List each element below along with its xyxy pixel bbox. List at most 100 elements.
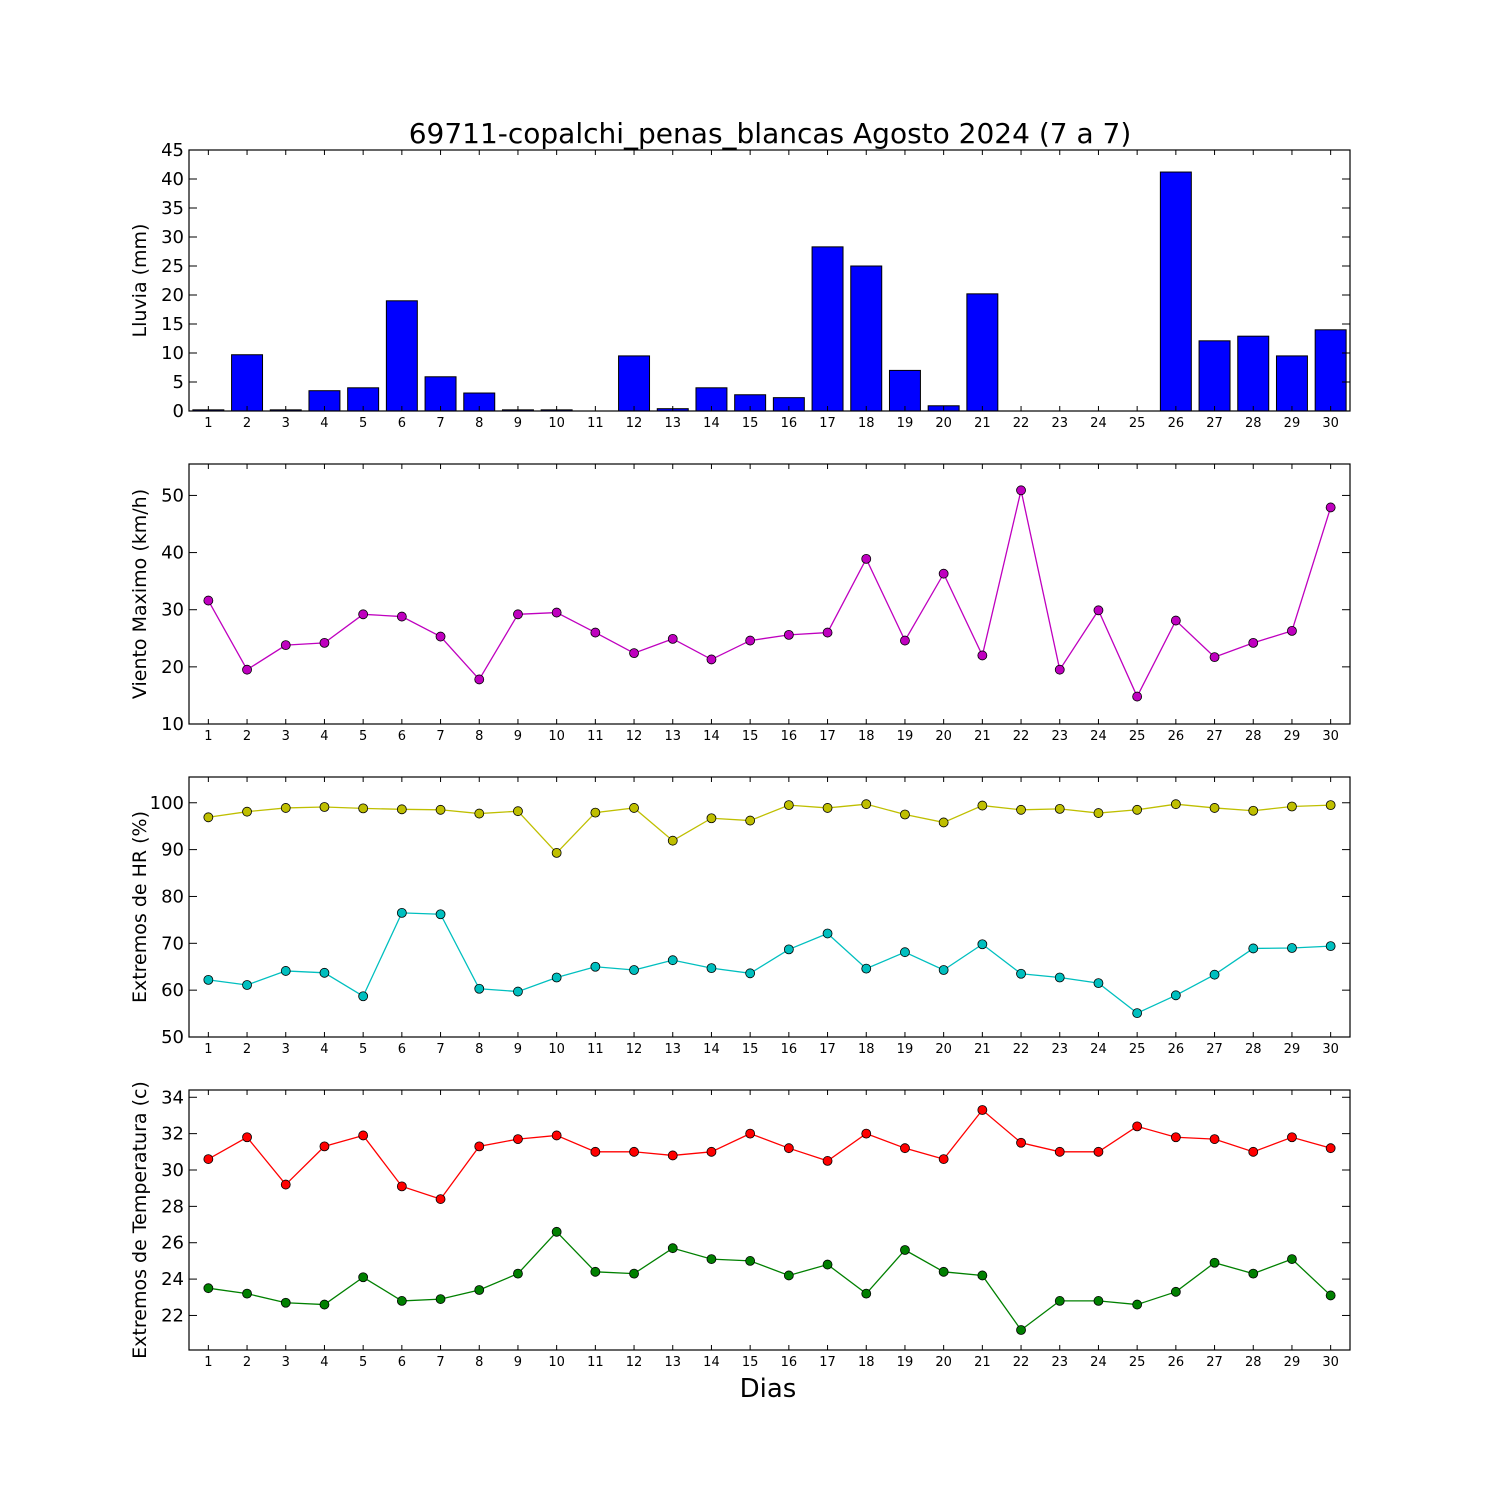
wind-series-1-point-day-22 bbox=[1016, 485, 1026, 496]
humidity-xtick-label: 30 bbox=[1322, 1042, 1339, 1057]
temperature-ytick-label: 24 bbox=[161, 1269, 184, 1290]
humidity-series-1-point-day-30 bbox=[1325, 800, 1336, 811]
wind-series-1-point-day-11 bbox=[590, 627, 601, 638]
wind-xtick-label: 2 bbox=[243, 729, 251, 744]
wind-xtick-label: 24 bbox=[1090, 729, 1107, 744]
wind-xtick-label: 26 bbox=[1168, 729, 1185, 744]
temperature-ytick-label: 26 bbox=[161, 1233, 184, 1254]
humidity-series-2-point-day-24 bbox=[1093, 978, 1104, 989]
temperature-series-2-point-day-9 bbox=[513, 1268, 523, 1279]
panel-humidity: 1 2 3 4 5 6 7 8 9 10 11 12 13 14 15 16 17 18 19 20 21 22 23 24 2… bbox=[129, 776, 1351, 1057]
temperature-series-1-point-day-19 bbox=[900, 1143, 910, 1154]
humidity-xtick-label: 11 bbox=[587, 1042, 604, 1057]
humidity-series-1-point-day-1 bbox=[203, 812, 214, 823]
humidity-series-1-point-day-20 bbox=[938, 817, 949, 828]
temperature-xtick-label: 15 bbox=[742, 1355, 759, 1370]
temperature-series-1-point-day-13 bbox=[667, 1150, 678, 1161]
temperature-axes-frame bbox=[188, 1089, 1351, 1351]
panel-rain: 1 2 3 4 5 6 7 8 9 10 11 12 13 14 15 16 17 18 19 20 21 22 23 24 2… bbox=[129, 140, 1351, 431]
humidity-series-1-point-day-2 bbox=[242, 806, 252, 817]
wind-xtick-label: 25 bbox=[1129, 729, 1146, 744]
humidity-series-1-point-day-16 bbox=[783, 800, 794, 811]
humidity-series-2-point-day-25 bbox=[1132, 1008, 1143, 1019]
humidity-xtick-label: 5 bbox=[359, 1042, 367, 1057]
temperature-ytick-label: 22 bbox=[161, 1305, 184, 1326]
temperature-xtick-label: 8 bbox=[475, 1355, 483, 1370]
temperature-series-1-point-day-25 bbox=[1132, 1121, 1143, 1132]
wind-series-1-point-day-17 bbox=[822, 627, 833, 638]
humidity-series-1-point-day-25 bbox=[1132, 804, 1143, 815]
humidity-series-1-point-day-26 bbox=[1170, 799, 1181, 810]
humidity-series-2-point-day-23 bbox=[1054, 972, 1065, 983]
humidity-series-2-point-day-10 bbox=[551, 972, 562, 983]
temperature-series-2-point-day-30 bbox=[1325, 1290, 1336, 1301]
temperature-series-1-point-day-22 bbox=[1016, 1137, 1026, 1148]
rain-xtick-label: 20 bbox=[935, 416, 952, 431]
wind-xtick-label: 20 bbox=[935, 729, 952, 744]
temperature-xtick-label: 4 bbox=[320, 1355, 328, 1370]
temperature-series-2-point-day-21 bbox=[977, 1270, 988, 1281]
temperature-series-2-point-day-11 bbox=[590, 1266, 601, 1277]
temperature-series-2-point-day-17 bbox=[822, 1259, 833, 1270]
temperature-series-2-point-day-19 bbox=[900, 1245, 910, 1255]
temperature-series-2-point-day-15 bbox=[745, 1256, 756, 1266]
wind-xtick-label: 12 bbox=[626, 729, 643, 744]
chart-title: 69711-copalchi_penas_blancas Agosto 2024… bbox=[409, 117, 1132, 150]
humidity-xtick-label: 24 bbox=[1090, 1042, 1107, 1057]
wind-series-1-point-day-1 bbox=[203, 595, 214, 606]
temperature-xtick-label: 25 bbox=[1129, 1355, 1146, 1370]
humidity-series-2-point-day-26 bbox=[1170, 990, 1181, 1001]
humidity-series-1-point-day-7 bbox=[435, 804, 446, 815]
temperature-series-2-point-day-28 bbox=[1248, 1268, 1259, 1279]
temperature-xtick-label: 6 bbox=[398, 1355, 406, 1370]
temperature-xtick-label: 9 bbox=[514, 1355, 522, 1370]
humidity-axes-frame bbox=[188, 776, 1351, 1038]
wind-y-axis-label: Viento Maximo (km/h) bbox=[129, 489, 151, 699]
temperature-xtick-label: 28 bbox=[1245, 1355, 1262, 1370]
humidity-series-1-point-day-8 bbox=[474, 808, 485, 819]
humidity-series-1-point-day-11 bbox=[590, 807, 601, 818]
temperature-series-1-point-day-17 bbox=[822, 1156, 833, 1166]
wind-series-1-point-day-19 bbox=[900, 635, 910, 646]
temperature-series-2-point-day-5 bbox=[358, 1272, 369, 1283]
humidity-xtick-label: 15 bbox=[742, 1042, 759, 1057]
rain-xtick-label: 29 bbox=[1284, 416, 1301, 431]
humidity-xtick-label: 2 bbox=[243, 1042, 251, 1057]
temperature-series-2-point-day-22 bbox=[1016, 1325, 1026, 1335]
temperature-series-1-point-day-27 bbox=[1209, 1134, 1220, 1144]
temperature-xtick-label: 24 bbox=[1090, 1355, 1107, 1370]
rain-xtick-label: 9 bbox=[514, 416, 522, 431]
temperature-ytick-label: 30 bbox=[161, 1160, 184, 1181]
wind-ytick-label: 50 bbox=[161, 485, 184, 506]
rain-xtick-label: 5 bbox=[359, 416, 367, 431]
humidity-series-2-point-day-18 bbox=[861, 963, 872, 974]
humidity-series-2-point-day-4 bbox=[319, 967, 330, 978]
humidity-xtick-label: 22 bbox=[1013, 1042, 1030, 1057]
temperature-series-2-point-day-10 bbox=[551, 1226, 562, 1237]
temperature-series-1-point-day-3 bbox=[280, 1179, 291, 1190]
humidity-series-1-point-day-6 bbox=[396, 804, 407, 815]
rain-xtick-label: 30 bbox=[1322, 416, 1339, 431]
wind-series-1-point-day-25 bbox=[1132, 691, 1143, 702]
temperature-series-2-point-day-3 bbox=[280, 1297, 291, 1308]
rain-xtick-label: 4 bbox=[320, 416, 328, 431]
panel-wind: 1 2 3 4 5 6 7 8 9 10 11 12 13 14 15 16 17 18 19 20 21 22 23 24 2… bbox=[129, 463, 1351, 744]
temperature-xtick-label: 7 bbox=[436, 1355, 444, 1370]
wind-series-1-point-day-28 bbox=[1248, 637, 1259, 648]
temperature-xtick-label: 19 bbox=[897, 1355, 914, 1370]
wind-xtick-label: 23 bbox=[1051, 729, 1068, 744]
temperature-xtick-label: 5 bbox=[359, 1355, 367, 1370]
rain-ytick-label: 5 bbox=[173, 372, 184, 393]
rain-xtick-label: 25 bbox=[1129, 416, 1146, 431]
wind-xtick-label: 1 bbox=[204, 729, 212, 744]
rain-xtick-label: 11 bbox=[587, 416, 604, 431]
temperature-series-1-point-day-26 bbox=[1170, 1132, 1181, 1143]
rain-xtick-label: 22 bbox=[1013, 416, 1030, 431]
rain-xtick-label: 15 bbox=[742, 416, 759, 431]
wind-xtick-label: 18 bbox=[858, 729, 875, 744]
temperature-ytick-label: 28 bbox=[161, 1196, 184, 1217]
wind-series-1-point-day-13 bbox=[667, 633, 678, 644]
humidity-series-1-point-day-14 bbox=[706, 813, 717, 824]
rain-bar-day-29 bbox=[1275, 355, 1308, 412]
humidity-xtick-label: 27 bbox=[1206, 1042, 1223, 1057]
